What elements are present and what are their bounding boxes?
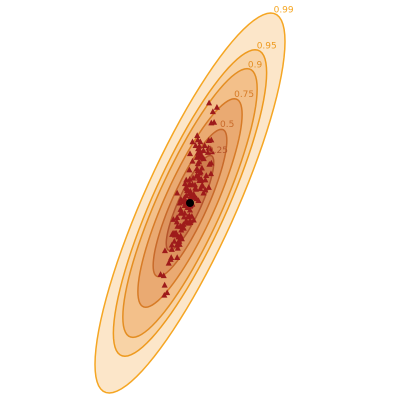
data-point	[165, 259, 172, 266]
contour-label-0-25: 0.25	[208, 146, 228, 156]
data-point	[174, 222, 181, 229]
data-point	[161, 281, 168, 288]
data-point	[177, 209, 184, 216]
data-point	[176, 237, 183, 244]
data-point	[178, 226, 185, 233]
data-point	[202, 186, 209, 193]
data-point	[189, 138, 196, 145]
data-point	[198, 153, 205, 160]
data-point	[167, 256, 174, 262]
level-labels: 0.99 0.95 0.9 0.75 0.5 0.25	[208, 5, 294, 156]
data-point	[203, 172, 210, 179]
contour-label-0-99: 0.99	[274, 5, 294, 15]
data-point	[174, 189, 181, 196]
data-point	[161, 247, 168, 254]
data-point	[183, 176, 190, 183]
contour-label-0-5: 0.5	[220, 120, 234, 130]
data-point	[192, 186, 199, 192]
data-point	[198, 176, 205, 182]
data-point	[157, 271, 164, 277]
data-point	[197, 138, 204, 145]
data-point	[194, 167, 201, 174]
data-point	[186, 180, 193, 187]
data-point	[190, 174, 197, 181]
data-point	[174, 214, 181, 220]
data-point	[190, 191, 197, 197]
data-point	[200, 189, 207, 196]
data-point	[194, 132, 201, 138]
data-point	[173, 218, 180, 225]
data-point	[183, 184, 190, 190]
data-point	[189, 157, 196, 164]
data-point	[201, 142, 208, 148]
data-point	[164, 289, 171, 296]
center-point	[186, 199, 194, 207]
contour-label-0-95: 0.95	[257, 42, 277, 52]
data-point	[207, 170, 215, 177]
center-marker	[186, 199, 194, 207]
data-point	[168, 246, 175, 252]
data-point	[188, 212, 195, 219]
contour-label-0-75: 0.75	[234, 90, 254, 100]
data-point	[186, 166, 193, 173]
contour-label-0-9: 0.9	[248, 60, 263, 70]
data-point	[205, 184, 212, 190]
data-point	[209, 108, 216, 115]
data-point	[174, 254, 181, 261]
data-point	[173, 241, 180, 248]
data-point	[199, 181, 206, 188]
data-points	[157, 99, 220, 298]
data-point	[194, 160, 201, 167]
data-point	[206, 99, 213, 106]
data-point	[187, 217, 194, 224]
data-point	[193, 154, 200, 160]
data-point	[192, 142, 199, 148]
data-point	[173, 229, 180, 236]
data-point	[198, 164, 205, 171]
data-point	[186, 150, 194, 157]
data-point	[168, 241, 175, 248]
data-point	[195, 197, 202, 204]
data-point	[182, 217, 189, 224]
data-point	[177, 233, 184, 240]
data-point	[174, 244, 181, 251]
data-point	[213, 104, 220, 110]
data-point	[181, 213, 188, 220]
data-point	[170, 216, 177, 222]
data-point	[196, 147, 204, 154]
data-point	[206, 160, 213, 167]
data-point	[206, 145, 214, 152]
data-point	[181, 194, 188, 201]
data-point	[171, 237, 178, 244]
data-point	[208, 119, 215, 126]
data-point	[176, 199, 183, 206]
data-point	[205, 137, 212, 143]
data-point	[191, 181, 199, 188]
data-point	[208, 148, 215, 155]
